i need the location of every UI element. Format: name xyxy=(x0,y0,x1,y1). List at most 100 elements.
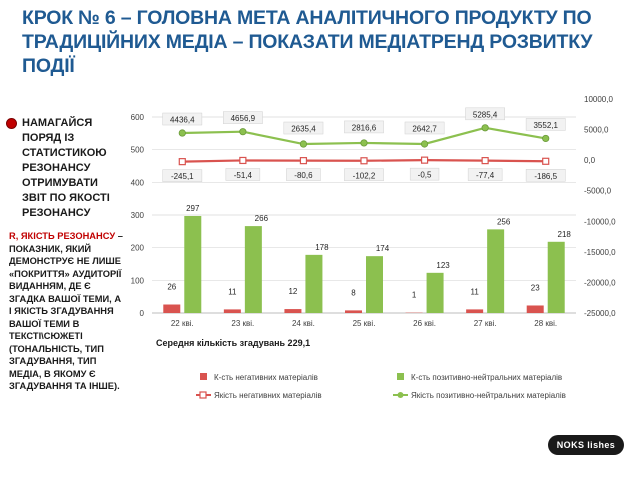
y-tick-label: 300 xyxy=(131,211,145,220)
x-tick-label: 28 кві. xyxy=(534,319,557,328)
bar-negative-label: 8 xyxy=(351,288,356,297)
marker-quality-negative xyxy=(420,156,429,164)
marker-quality-positive xyxy=(420,140,429,148)
definition-term: R, ЯКІСТЬ РЕЗОНАНСУ xyxy=(9,231,116,241)
x-tick-label: 25 кві. xyxy=(353,319,376,328)
average-annotation: Середня кількість згадувань 229,1 xyxy=(156,338,310,348)
marker-quality-positive xyxy=(360,139,368,147)
bar-negative-label: 11 xyxy=(228,287,237,296)
line-positive-label-box xyxy=(465,107,505,121)
bar-positive-label: 297 xyxy=(186,204,200,213)
y2-tick-label: -10000,0 xyxy=(584,217,616,226)
line-positive-label-box xyxy=(525,118,566,131)
line-negative-label: -80,6 xyxy=(294,171,313,180)
bar-positive xyxy=(487,229,505,313)
bar-positive-label: 256 xyxy=(497,217,511,226)
marker-quality-negative xyxy=(360,157,368,165)
y2-tick-label: -15000,0 xyxy=(584,248,616,257)
y-tick-label: 400 xyxy=(131,178,145,187)
line-positive-label: 2635,4 xyxy=(291,125,316,134)
line-positive-label-box xyxy=(223,111,263,124)
x-tick-label: 23 кві. xyxy=(231,319,254,328)
legend-swatch xyxy=(200,373,207,380)
y2-tick-label: 5000,0 xyxy=(584,126,609,135)
line-negative-label-box xyxy=(286,168,321,181)
marker-quality-negative xyxy=(481,157,489,165)
marker-quality-positive xyxy=(542,134,550,143)
bar-positive-label: 218 xyxy=(558,230,572,239)
line-positive-label: 3552,1 xyxy=(533,121,558,130)
y-tick-label: 200 xyxy=(131,244,145,253)
y-tick-label: 600 xyxy=(131,113,145,122)
line-negative-label: -0,5 xyxy=(418,171,432,180)
legend-label: Якість негативних матеріалів xyxy=(214,391,322,400)
bar-positive xyxy=(366,256,383,313)
bar-negative xyxy=(526,305,544,313)
bar-positive xyxy=(184,215,202,313)
line-negative-label-box xyxy=(409,167,440,181)
bar-negative-label: 26 xyxy=(167,283,176,292)
line-positive-label: 2816,6 xyxy=(352,123,377,132)
x-tick-label: 24 кві. xyxy=(292,319,315,328)
bar-positive-label: 174 xyxy=(376,244,390,253)
marker-quality-negative xyxy=(299,157,308,165)
line-positive-label-box xyxy=(404,121,445,135)
line-negative-label: -102,2 xyxy=(353,171,376,180)
marker-quality-negative xyxy=(178,158,186,166)
bar-positive-label: 266 xyxy=(255,214,269,223)
line-positive-label: 4656,9 xyxy=(231,114,256,123)
logo: NOKS lishes xyxy=(548,435,624,455)
bar-positive xyxy=(305,254,323,313)
bar-positive-label: 123 xyxy=(436,261,450,270)
slide-title: КРОК № 6 – ГОЛОВНА МЕТА АНАЛІТИЧНОГО ПРО… xyxy=(22,7,593,77)
bar-negative xyxy=(466,309,484,313)
legend-label: К-сть позитивно-нейтральних матеріалів xyxy=(411,373,562,382)
y2-tick-label: -20000,0 xyxy=(584,278,616,287)
line-positive-label: 2642,7 xyxy=(412,124,437,133)
line-positive-label-box xyxy=(162,112,203,126)
line-positive-label-box xyxy=(344,120,384,134)
line-positive-label: 5285,4 xyxy=(473,110,498,119)
marker-quality-negative xyxy=(542,157,550,165)
bar-negative-label: 12 xyxy=(288,287,297,296)
line-positive-label-box xyxy=(283,121,324,135)
line-positive-label: 4436,4 xyxy=(170,116,195,125)
line-negative-label: -245,1 xyxy=(171,172,194,181)
marker-quality-positive xyxy=(239,128,247,136)
line-negative-label: -77,4 xyxy=(476,171,495,180)
bar-negative-label: 11 xyxy=(470,287,479,296)
line-negative-label-box xyxy=(162,169,203,182)
marker-quality-positive xyxy=(481,124,489,132)
marker-quality-positive xyxy=(178,129,186,137)
bar-negative xyxy=(223,309,241,313)
y2-tick-label: -5000,0 xyxy=(584,187,612,196)
line-negative-label-box xyxy=(525,169,566,182)
bar-positive xyxy=(426,272,444,313)
resonance-definition: R, ЯКІСТЬ РЕЗОНАНСУ – ПОКАЗНИК, ЯКИЙ ДЕМ… xyxy=(9,230,124,393)
y2-tick-label: -25000,0 xyxy=(584,309,616,318)
marker-quality-positive xyxy=(299,140,308,148)
bar-positive xyxy=(547,241,565,313)
bar-negative xyxy=(163,304,181,313)
line-negative-label-box xyxy=(467,168,503,181)
bar-positive xyxy=(244,226,262,313)
red-bullet-icon xyxy=(6,118,17,129)
legend-label: Якість позитивно-нейтральних матеріалів xyxy=(411,391,566,400)
y-tick-label: 100 xyxy=(131,276,145,285)
bar-negative-label: 23 xyxy=(531,283,540,292)
legend-swatch xyxy=(397,373,404,380)
x-tick-label: 27 кві. xyxy=(474,319,497,328)
line-negative-label: -51,4 xyxy=(234,171,253,180)
line-negative-label-box xyxy=(344,168,384,182)
bar-positive-label: 178 xyxy=(315,243,329,252)
bar-negative xyxy=(284,309,302,313)
bullet-text: НАМАГАЙСЯ ПОРЯД ІЗ СТАТИСТИКОЮ РЕЗОНАНСУ… xyxy=(22,117,110,219)
y-tick-label: 0 xyxy=(140,309,145,318)
line-negative-label: -186,5 xyxy=(534,172,557,181)
bar-negative xyxy=(345,310,362,313)
y-tick-label: 500 xyxy=(131,146,145,155)
y2-tick-label: 10000,0 xyxy=(584,95,613,104)
y2-tick-label: 0,0 xyxy=(584,156,596,165)
left-text-panel: НАМАГАЙСЯ ПОРЯД ІЗ СТАТИСТИКОЮ РЕЗОНАНСУ… xyxy=(6,116,124,393)
